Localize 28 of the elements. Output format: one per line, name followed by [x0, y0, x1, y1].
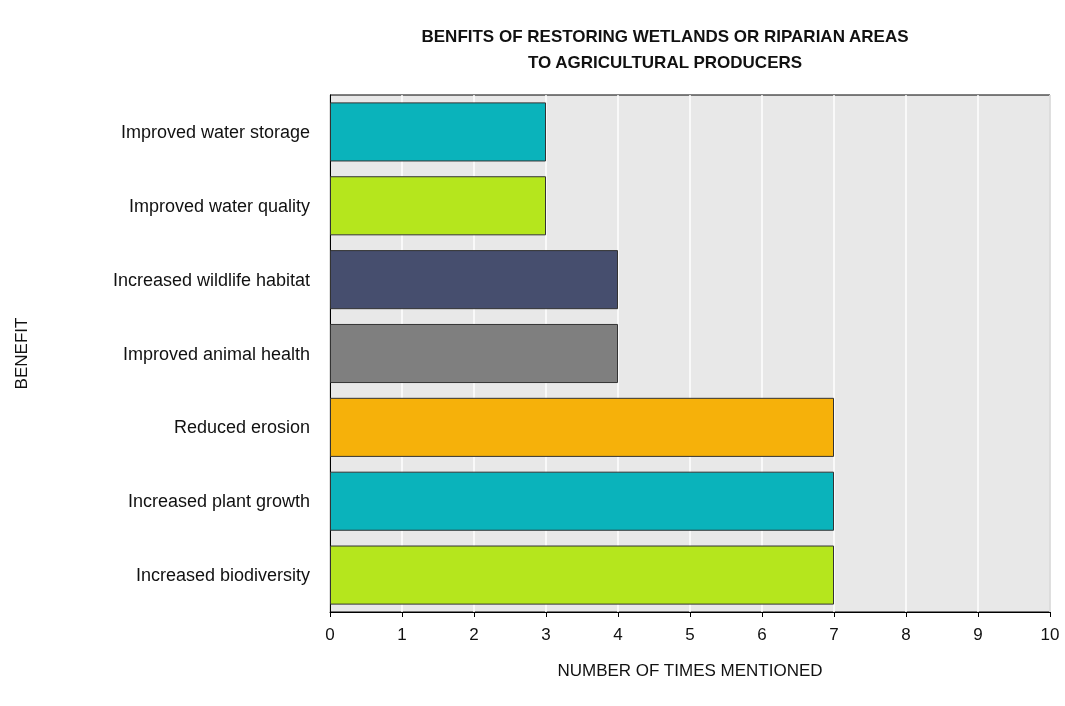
x-tick-label: 1	[397, 625, 407, 644]
bar	[330, 102, 546, 162]
y-tick-label: Improved water storage	[120, 121, 310, 142]
bar	[330, 545, 834, 605]
y-tick-label: Increased biodiversity	[135, 565, 310, 586]
x-tick-label: 10	[1040, 625, 1060, 644]
x-tick-label: 0	[325, 625, 335, 644]
y-tick-label: Increased plant growth	[127, 491, 310, 512]
y-tick-label: Improved animal health	[122, 343, 310, 364]
chart-title: BENFITS OF RESTORING WETLANDS OR RIPARIAN AREAS TO AGRICULTURAL PRODUCERS	[421, 26, 909, 72]
bar	[330, 250, 618, 310]
bar	[330, 397, 834, 457]
bar	[330, 176, 546, 236]
x-tick-label: 4	[613, 625, 623, 644]
bar	[330, 471, 834, 531]
x-tick-label: 5	[685, 625, 695, 644]
x-tick-label: 7	[829, 625, 839, 644]
y-tick-label: Improved water quality	[128, 195, 310, 216]
y-axis-title: BENEFIT	[12, 317, 31, 390]
y-tick-label: Reduced erosion	[173, 417, 310, 438]
x-tick-label: 8	[901, 625, 911, 644]
x-tick-label: 2	[469, 625, 479, 644]
y-tick-label: Increased wildlife habitat	[112, 269, 310, 290]
x-tick-label: 9	[973, 625, 983, 644]
bar	[330, 323, 618, 384]
x-tick-label: 3	[541, 625, 551, 644]
x-tick-label: 6	[757, 625, 767, 644]
x-axis-title: NUMBER OF TIMES MENTIONED	[557, 661, 823, 680]
